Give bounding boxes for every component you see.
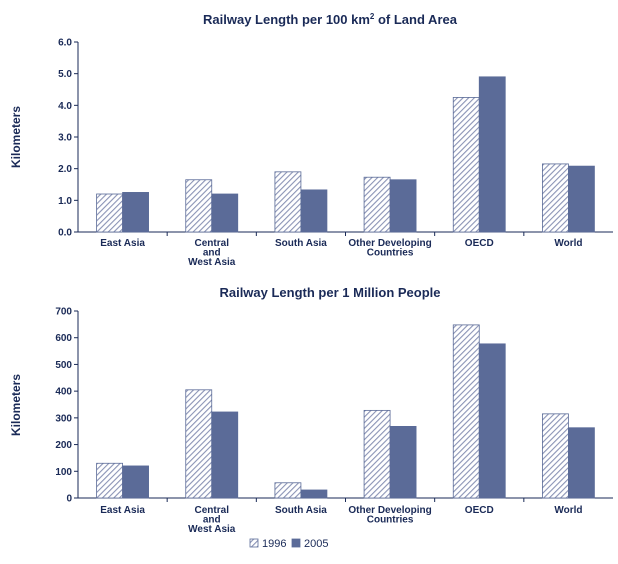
x-tick-label: East Asia — [100, 505, 145, 516]
y-tick-label: 200 — [55, 440, 72, 451]
y-tick-label: 0 — [66, 494, 72, 505]
y-tick-label: 700 — [55, 307, 72, 318]
chart-2: Railway Length per 1 Million People Kilom… — [9, 285, 613, 535]
y-tick-label: 300 — [55, 413, 72, 424]
chart-title: Railway Length per 100 km2 of Land Area — [203, 12, 458, 27]
bar-2005-world — [568, 165, 595, 233]
y-tick-label: 5.0 — [58, 69, 72, 80]
legend-swatch-2005 — [291, 538, 301, 548]
x-tick-label: South Asia — [275, 238, 327, 249]
bar-1996-south-asia — [274, 171, 302, 233]
chart-title-main: Railway Length per 100 km — [203, 12, 370, 27]
x-tick-label: OECD — [465, 238, 494, 249]
bar-1996-other-developing — [363, 176, 391, 233]
bar-2005-oecd — [478, 343, 506, 499]
chart-title: Railway Length per 1 Million People — [219, 285, 440, 300]
y-tick-label: 6.0 — [58, 38, 72, 49]
chart-title-main: Railway Length per 1 Million People — [219, 285, 440, 300]
x-tick-label: World — [554, 238, 582, 249]
bar-2005-east-asia — [122, 465, 149, 499]
bar-2005-south-asia — [300, 189, 328, 233]
bar-1996-oecd — [452, 324, 480, 499]
bar-1996-central — [185, 179, 213, 233]
y-tick-label: 4.0 — [58, 101, 72, 112]
y-tick-label: 3.0 — [58, 133, 72, 144]
x-tick-label: East Asia — [100, 238, 145, 249]
bar-2005-other-developing — [389, 426, 417, 499]
legend-label-2005: 2005 — [304, 538, 328, 550]
bar-1996-south-asia — [274, 482, 302, 499]
y-tick-label: 600 — [55, 333, 72, 344]
bar-2005-oecd — [478, 76, 506, 233]
chart-title-end: of Land Area — [374, 12, 457, 27]
y-tick-label: 400 — [55, 387, 72, 398]
x-tick-label: World — [554, 505, 582, 516]
y-axis-label: Kilometers — [9, 106, 23, 168]
bar-2005-east-asia — [122, 192, 149, 233]
x-tick-label: Other Developing Countries — [348, 505, 431, 526]
chart-1: Railway Length per 100 km2 of Land Area K… — [9, 12, 613, 268]
bar-1996-central — [185, 389, 213, 499]
y-tick-label: 2.0 — [58, 164, 72, 175]
y-tick-label: 0.0 — [58, 228, 72, 239]
bar-1996-other-developing — [363, 409, 391, 499]
legend-label-1996: 1996 — [262, 538, 286, 550]
bar-2005-central — [211, 411, 239, 499]
bar-1996-east-asia — [96, 193, 123, 233]
bar-1996-world — [542, 413, 569, 499]
x-tick-label: Other Developing Countries — [348, 238, 431, 259]
bar-2005-other-developing — [389, 179, 417, 233]
bar-1996-east-asia — [96, 462, 123, 499]
bar-2005-world — [568, 427, 595, 499]
legend: 1996 2005 — [249, 538, 328, 550]
bar-1996-world — [542, 163, 569, 233]
y-tick-label: 500 — [55, 360, 72, 371]
bar-2005-south-asia — [300, 489, 328, 499]
x-tick-label: Central and West Asia — [188, 238, 236, 268]
x-tick-label: South Asia — [275, 505, 327, 516]
y-tick-label: 100 — [55, 467, 72, 478]
x-tick-label: Central and West Asia — [188, 505, 236, 535]
x-tick-label: OECD — [465, 505, 494, 516]
legend-swatch-1996 — [249, 538, 259, 548]
y-axis-label: Kilometers — [9, 374, 23, 436]
chart-title-superscript: 2 — [370, 12, 375, 21]
bar-2005-central — [211, 193, 239, 233]
bar-1996-oecd — [452, 97, 480, 233]
y-tick-label: 1.0 — [58, 196, 72, 207]
